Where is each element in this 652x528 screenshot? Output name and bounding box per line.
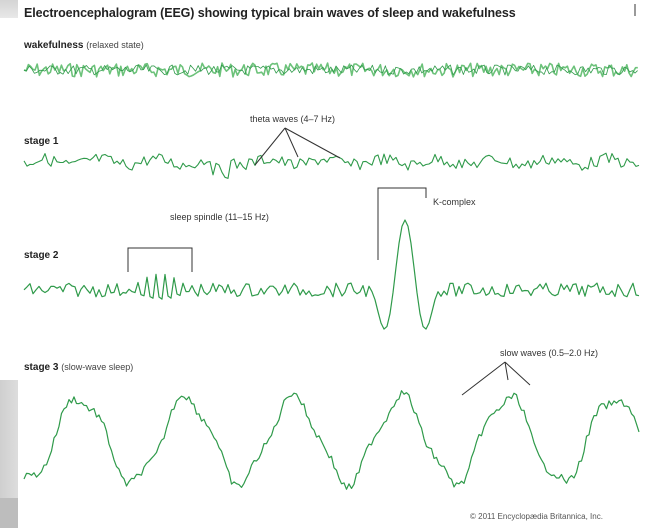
figure-sheet <box>18 0 628 528</box>
eeg-trace-stage-1 <box>23 152 640 179</box>
page-edge-mark <box>634 4 636 16</box>
stage-name: stage 3 <box>24 362 59 373</box>
stage-label-wakefulness: wakefulness (relaxed state) <box>24 40 144 51</box>
stage-name: stage 1 <box>24 136 59 147</box>
annotation-slow-waves: slow waves (0.5–2.0 Hz) <box>500 348 599 358</box>
stage-label-stage-3: stage 3 (slow-wave sleep) <box>24 362 133 373</box>
annotation-sleep-spindle: sleep spindle (11–15 Hz) <box>170 212 269 222</box>
stage-note: (slow-wave sleep) <box>61 362 134 372</box>
slow-wave-pointer-lines <box>461 361 531 396</box>
eeg-trace-wakefulness-detail <box>23 64 638 76</box>
stage-name: stage 2 <box>24 250 59 261</box>
page-edge-right <box>628 0 652 528</box>
stage-note: (relaxed state) <box>86 40 144 50</box>
spindle-bracket <box>127 247 193 272</box>
stage-label-stage-1: stage 1 <box>24 136 58 147</box>
annotation-k-complex: K-complex <box>433 197 476 207</box>
eeg-trace-stage-2 <box>23 219 640 330</box>
stage-label-stage-2: stage 2 <box>24 250 58 261</box>
eeg-trace-stage-3 <box>23 390 640 490</box>
copyright-credit: © 2011 Encyclopædia Britannica, Inc. <box>470 512 603 521</box>
annotation-theta-waves: theta waves (4–7 Hz) <box>250 114 336 124</box>
figure-title: Electroencephalogram (EEG) showing typic… <box>24 6 516 20</box>
stage-name: wakefulness <box>24 40 84 51</box>
k-complex-bracket <box>377 187 427 260</box>
theta-pointer-lines <box>254 127 341 166</box>
